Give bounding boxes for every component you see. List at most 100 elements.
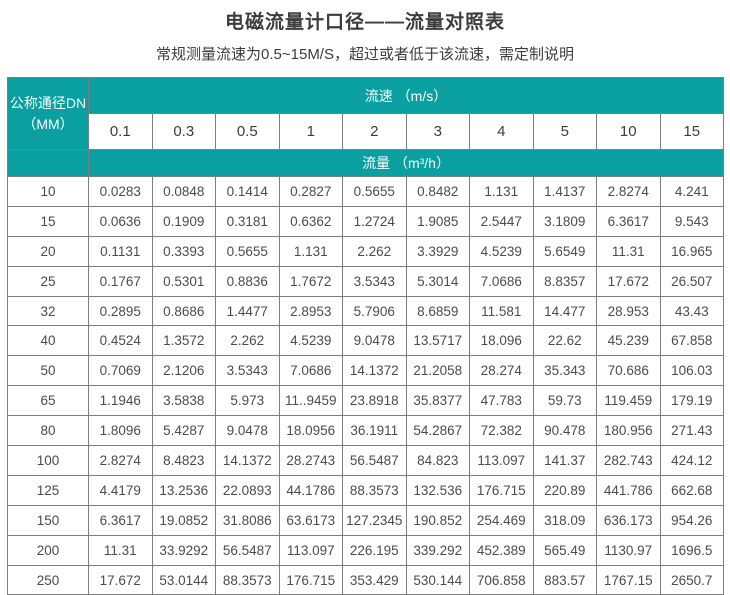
velocity-value-cell: 0.3 bbox=[151, 113, 216, 150]
flow-value-cell: 441.786 bbox=[596, 474, 661, 506]
velocity-value-cell: 0.1 bbox=[88, 113, 153, 150]
flow-value-cell: 7.0686 bbox=[278, 355, 343, 387]
flow-value-cell: 2.8274 bbox=[596, 176, 661, 207]
flow-value-cell: 14.1372 bbox=[342, 355, 407, 387]
flow-value-cell: 18.0956 bbox=[278, 415, 343, 447]
dn-cell: 250 bbox=[7, 564, 89, 595]
flow-value-cell: 8.4823 bbox=[151, 445, 216, 476]
velocity-value-cell: 3 bbox=[405, 113, 470, 150]
flow-value-cell: 90.478 bbox=[532, 415, 597, 447]
flow-value-cell: 706.858 bbox=[469, 564, 534, 595]
page-title: 电磁流量计口径——流量对照表 bbox=[224, 12, 505, 33]
flow-value-cell: 72.382 bbox=[469, 415, 534, 447]
flow-value-cell: 220.89 bbox=[532, 474, 597, 506]
dn-cell: 150 bbox=[7, 504, 89, 536]
table-row: 50 0.7069 2.1206 3.5343 7.0686 14.1372 21.2058… bbox=[7, 355, 725, 387]
flow-value-cell: 113.097 bbox=[278, 534, 343, 566]
flow-value-cell: 28.274 bbox=[469, 355, 534, 387]
flow-value-cell: 2.262 bbox=[342, 235, 407, 267]
flow-value-cell: 2.8953 bbox=[278, 295, 343, 327]
flow-header: 流量 （m³/h） bbox=[87, 149, 725, 177]
flow-value-cell: 106.03 bbox=[659, 355, 725, 387]
flow-value-cell: 1.4137 bbox=[532, 176, 597, 207]
flow-comparison-table: 公称通径DN （MM） 流速 （m/s） 0.1 0.3 0.5 1 2 3 4 5 10 15 … bbox=[7, 77, 725, 595]
velocity-value-cell: 10 bbox=[596, 113, 661, 150]
flow-value-cell: 36.1911 bbox=[342, 415, 407, 447]
velocity-value-cell: 15 bbox=[659, 113, 725, 150]
flow-value-cell: 53.0144 bbox=[151, 564, 216, 595]
flow-value-cell: 21.2058 bbox=[405, 355, 470, 387]
flow-value-cell: 2.1206 bbox=[151, 355, 216, 387]
flow-value-cell: 662.68 bbox=[659, 474, 725, 506]
flow-value-cell: 16.965 bbox=[659, 235, 725, 267]
table-row: 150 6.3617 19.0852 31.8086 63.6173 127.2345 19… bbox=[7, 504, 725, 536]
flow-value-cell: 0.1414 bbox=[215, 176, 280, 207]
flow-value-cell: 127.2345 bbox=[342, 504, 407, 536]
flow-value-cell: 339.292 bbox=[405, 534, 470, 566]
velocity-value-cell: 1 bbox=[278, 113, 343, 150]
table-row: 200 11.31 33.9292 56.5487 113.097 226.195 339.… bbox=[7, 534, 725, 566]
flow-value-cell: 2650.7 bbox=[659, 564, 725, 595]
flow-value-cell: 0.8836 bbox=[215, 265, 280, 297]
flow-value-cell: 424.12 bbox=[659, 445, 725, 476]
flow-value-cell: 11.581 bbox=[469, 295, 534, 327]
flow-value-cell: 5.6549 bbox=[532, 235, 597, 267]
flow-value-cell: 7.0686 bbox=[469, 265, 534, 297]
flow-value-cell: 2.8274 bbox=[88, 445, 153, 476]
table-row: 80 1.8096 5.4287 9.0478 18.0956 36.1911 54.286… bbox=[7, 415, 725, 447]
flow-value-cell: 0.0283 bbox=[88, 176, 153, 207]
flow-value-cell: 132.536 bbox=[405, 474, 470, 506]
flow-value-cell: 31.8086 bbox=[215, 504, 280, 536]
flow-value-cell: 67.858 bbox=[659, 325, 725, 357]
flow-value-cell: 33.9292 bbox=[151, 534, 216, 566]
velocity-header: 流速 （m/s） bbox=[87, 77, 725, 114]
flow-value-cell: 0.2895 bbox=[88, 295, 153, 327]
flow-value-cell: 17.672 bbox=[596, 265, 661, 297]
flow-value-cell: 0.7069 bbox=[88, 355, 153, 387]
flow-value-cell: 22.0893 bbox=[215, 474, 280, 506]
flow-value-cell: 176.715 bbox=[278, 564, 343, 595]
flow-value-cell: 1.3572 bbox=[151, 325, 216, 357]
dn-cell: 65 bbox=[7, 385, 89, 417]
table-body: 10 0.0283 0.0848 0.1414 0.2827 0.5655 0.8482 1.… bbox=[7, 176, 725, 595]
flow-value-cell: 1.7672 bbox=[278, 265, 343, 297]
flow-value-cell: 254.469 bbox=[469, 504, 534, 536]
flow-value-cell: 4.241 bbox=[659, 176, 725, 207]
flow-value-cell: 23.8918 bbox=[342, 385, 407, 417]
flow-value-cell: 0.0636 bbox=[88, 205, 153, 237]
flow-value-cell: 0.5301 bbox=[151, 265, 216, 297]
flow-value-cell: 54.2867 bbox=[405, 415, 470, 447]
flow-value-cell: 28.953 bbox=[596, 295, 661, 327]
table-row: 100 2.8274 8.4823 14.1372 28.2743 56.5487 84.8… bbox=[7, 445, 725, 476]
flow-value-cell: 4.5239 bbox=[278, 325, 343, 357]
table-row: 15 0.0636 0.1909 0.3181 0.6362 1.2724 1.9085 2.… bbox=[7, 205, 725, 237]
corner-header-line1: 公称通径DN bbox=[9, 94, 87, 111]
table-row: 25 0.1767 0.5301 0.8836 1.7672 3.5343 5.3014 7.… bbox=[7, 265, 725, 297]
flow-value-cell: 0.4524 bbox=[88, 325, 153, 357]
flow-value-cell: 56.5487 bbox=[215, 534, 280, 566]
flow-value-cell: 0.1767 bbox=[88, 265, 153, 297]
dn-cell: 10 bbox=[7, 176, 89, 207]
flow-value-cell: 0.3181 bbox=[215, 205, 280, 237]
flow-value-cell: 9.0478 bbox=[342, 325, 407, 357]
flow-value-cell: 3.5343 bbox=[215, 355, 280, 387]
page-subtitle: 常规测量流速为0.5~15M/S，超过或者低于该流速，需定制说明 bbox=[156, 46, 574, 63]
flow-value-cell: 5.973 bbox=[215, 385, 280, 417]
dn-cell: 50 bbox=[7, 355, 89, 387]
velocity-value-cell: 5 bbox=[532, 113, 597, 150]
dn-cell: 20 bbox=[7, 235, 89, 267]
flow-value-cell: 56.5487 bbox=[342, 445, 407, 476]
flow-value-cell: 44.1786 bbox=[278, 474, 343, 506]
corner-header-line2: （MM） bbox=[22, 115, 74, 132]
table-row: 250 17.672 53.0144 88.3573 176.715 353.429 530… bbox=[7, 564, 725, 595]
flow-value-cell: 4.4179 bbox=[88, 474, 153, 506]
flow-value-cell: 636.173 bbox=[596, 504, 661, 536]
flow-value-cell: 1.9085 bbox=[405, 205, 470, 237]
flow-value-cell: 1696.5 bbox=[659, 534, 725, 566]
flow-value-cell: 8.8357 bbox=[532, 265, 597, 297]
flow-value-cell: 353.429 bbox=[342, 564, 407, 595]
table-row: 125 4.4179 13.2536 22.0893 44.1786 88.3573 132… bbox=[7, 474, 725, 506]
flow-value-cell: 45.239 bbox=[596, 325, 661, 357]
flow-value-cell: 954.26 bbox=[659, 504, 725, 536]
